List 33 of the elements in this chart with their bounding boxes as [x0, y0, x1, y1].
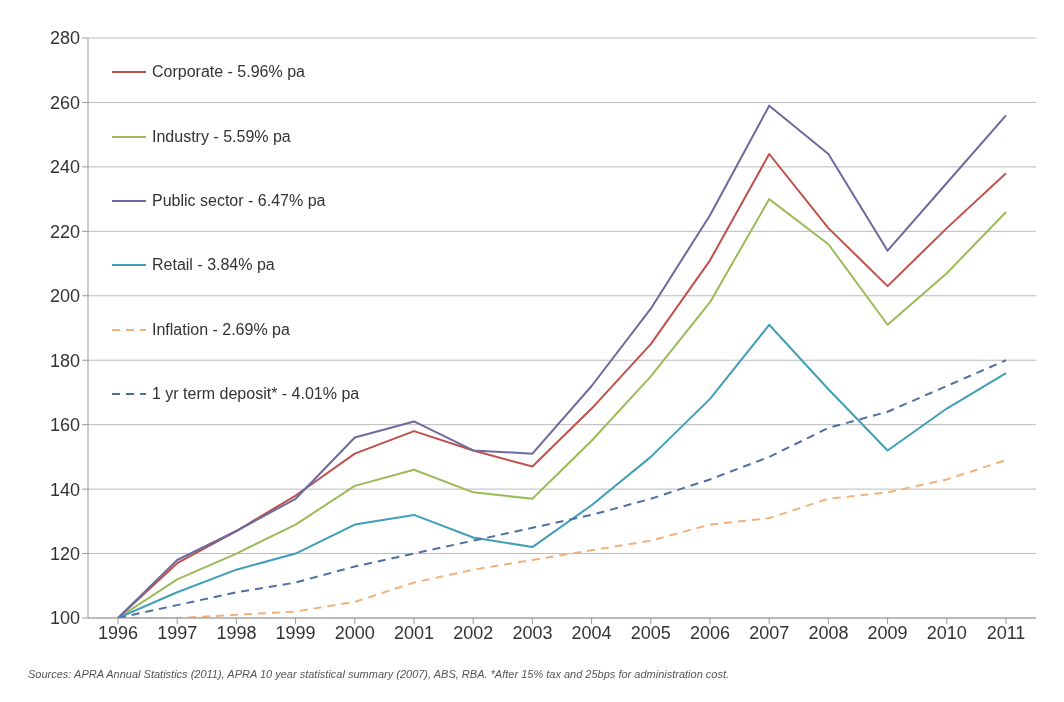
y-tick-label: 120: [49, 543, 80, 564]
x-tick-label: 2000: [334, 622, 375, 643]
legend-label: Public sector - 6.47% pa: [152, 191, 326, 210]
y-tick-label: 180: [49, 350, 80, 371]
x-tick-label: 2004: [571, 622, 612, 643]
y-tick-label: 240: [49, 157, 80, 178]
source-note: Sources: APRA Annual Statistics (2011), APRA 10 year statistical summary (2007), ABS, RBA. *After 15% tax and 25bps for administration cost.: [28, 668, 731, 680]
y-tick-label: 260: [49, 92, 80, 113]
x-tick-label: 2005: [630, 622, 671, 643]
legend-label: Inflation - 2.69% pa: [152, 320, 290, 339]
y-tick-label: 140: [49, 479, 80, 500]
x-tick-label: 1997: [157, 622, 198, 643]
x-tick-label: 2006: [689, 622, 731, 643]
x-tick-label: 2007: [749, 622, 790, 643]
legend-label: 1 yr term deposit* - 4.01% pa: [152, 385, 360, 404]
x-tick-label: 2002: [453, 622, 494, 643]
y-tick-label: 200: [49, 286, 80, 307]
y-tick-label: 100: [49, 608, 80, 629]
x-tick-label: 2008: [808, 622, 849, 643]
x-tick-label: 1998: [216, 622, 257, 643]
legend-label: Industry - 5.59% pa: [152, 127, 291, 146]
x-tick-label: 2003: [512, 622, 553, 643]
legend-label: Corporate - 5.96% pa: [152, 63, 305, 82]
y-tick-label: 160: [49, 415, 80, 436]
x-tick-label: 1999: [275, 622, 316, 643]
x-tick-label: 1996: [97, 622, 139, 643]
y-tick-label: 280: [49, 28, 80, 49]
x-tick-label: 2001: [393, 622, 435, 643]
legend-label: Retail - 3.84% pa: [152, 256, 275, 275]
x-tick-label: 2011: [986, 622, 1026, 643]
x-tick-label: 2010: [926, 622, 967, 643]
y-tick-label: 220: [49, 221, 80, 242]
x-tick-label: 2009: [867, 622, 908, 643]
